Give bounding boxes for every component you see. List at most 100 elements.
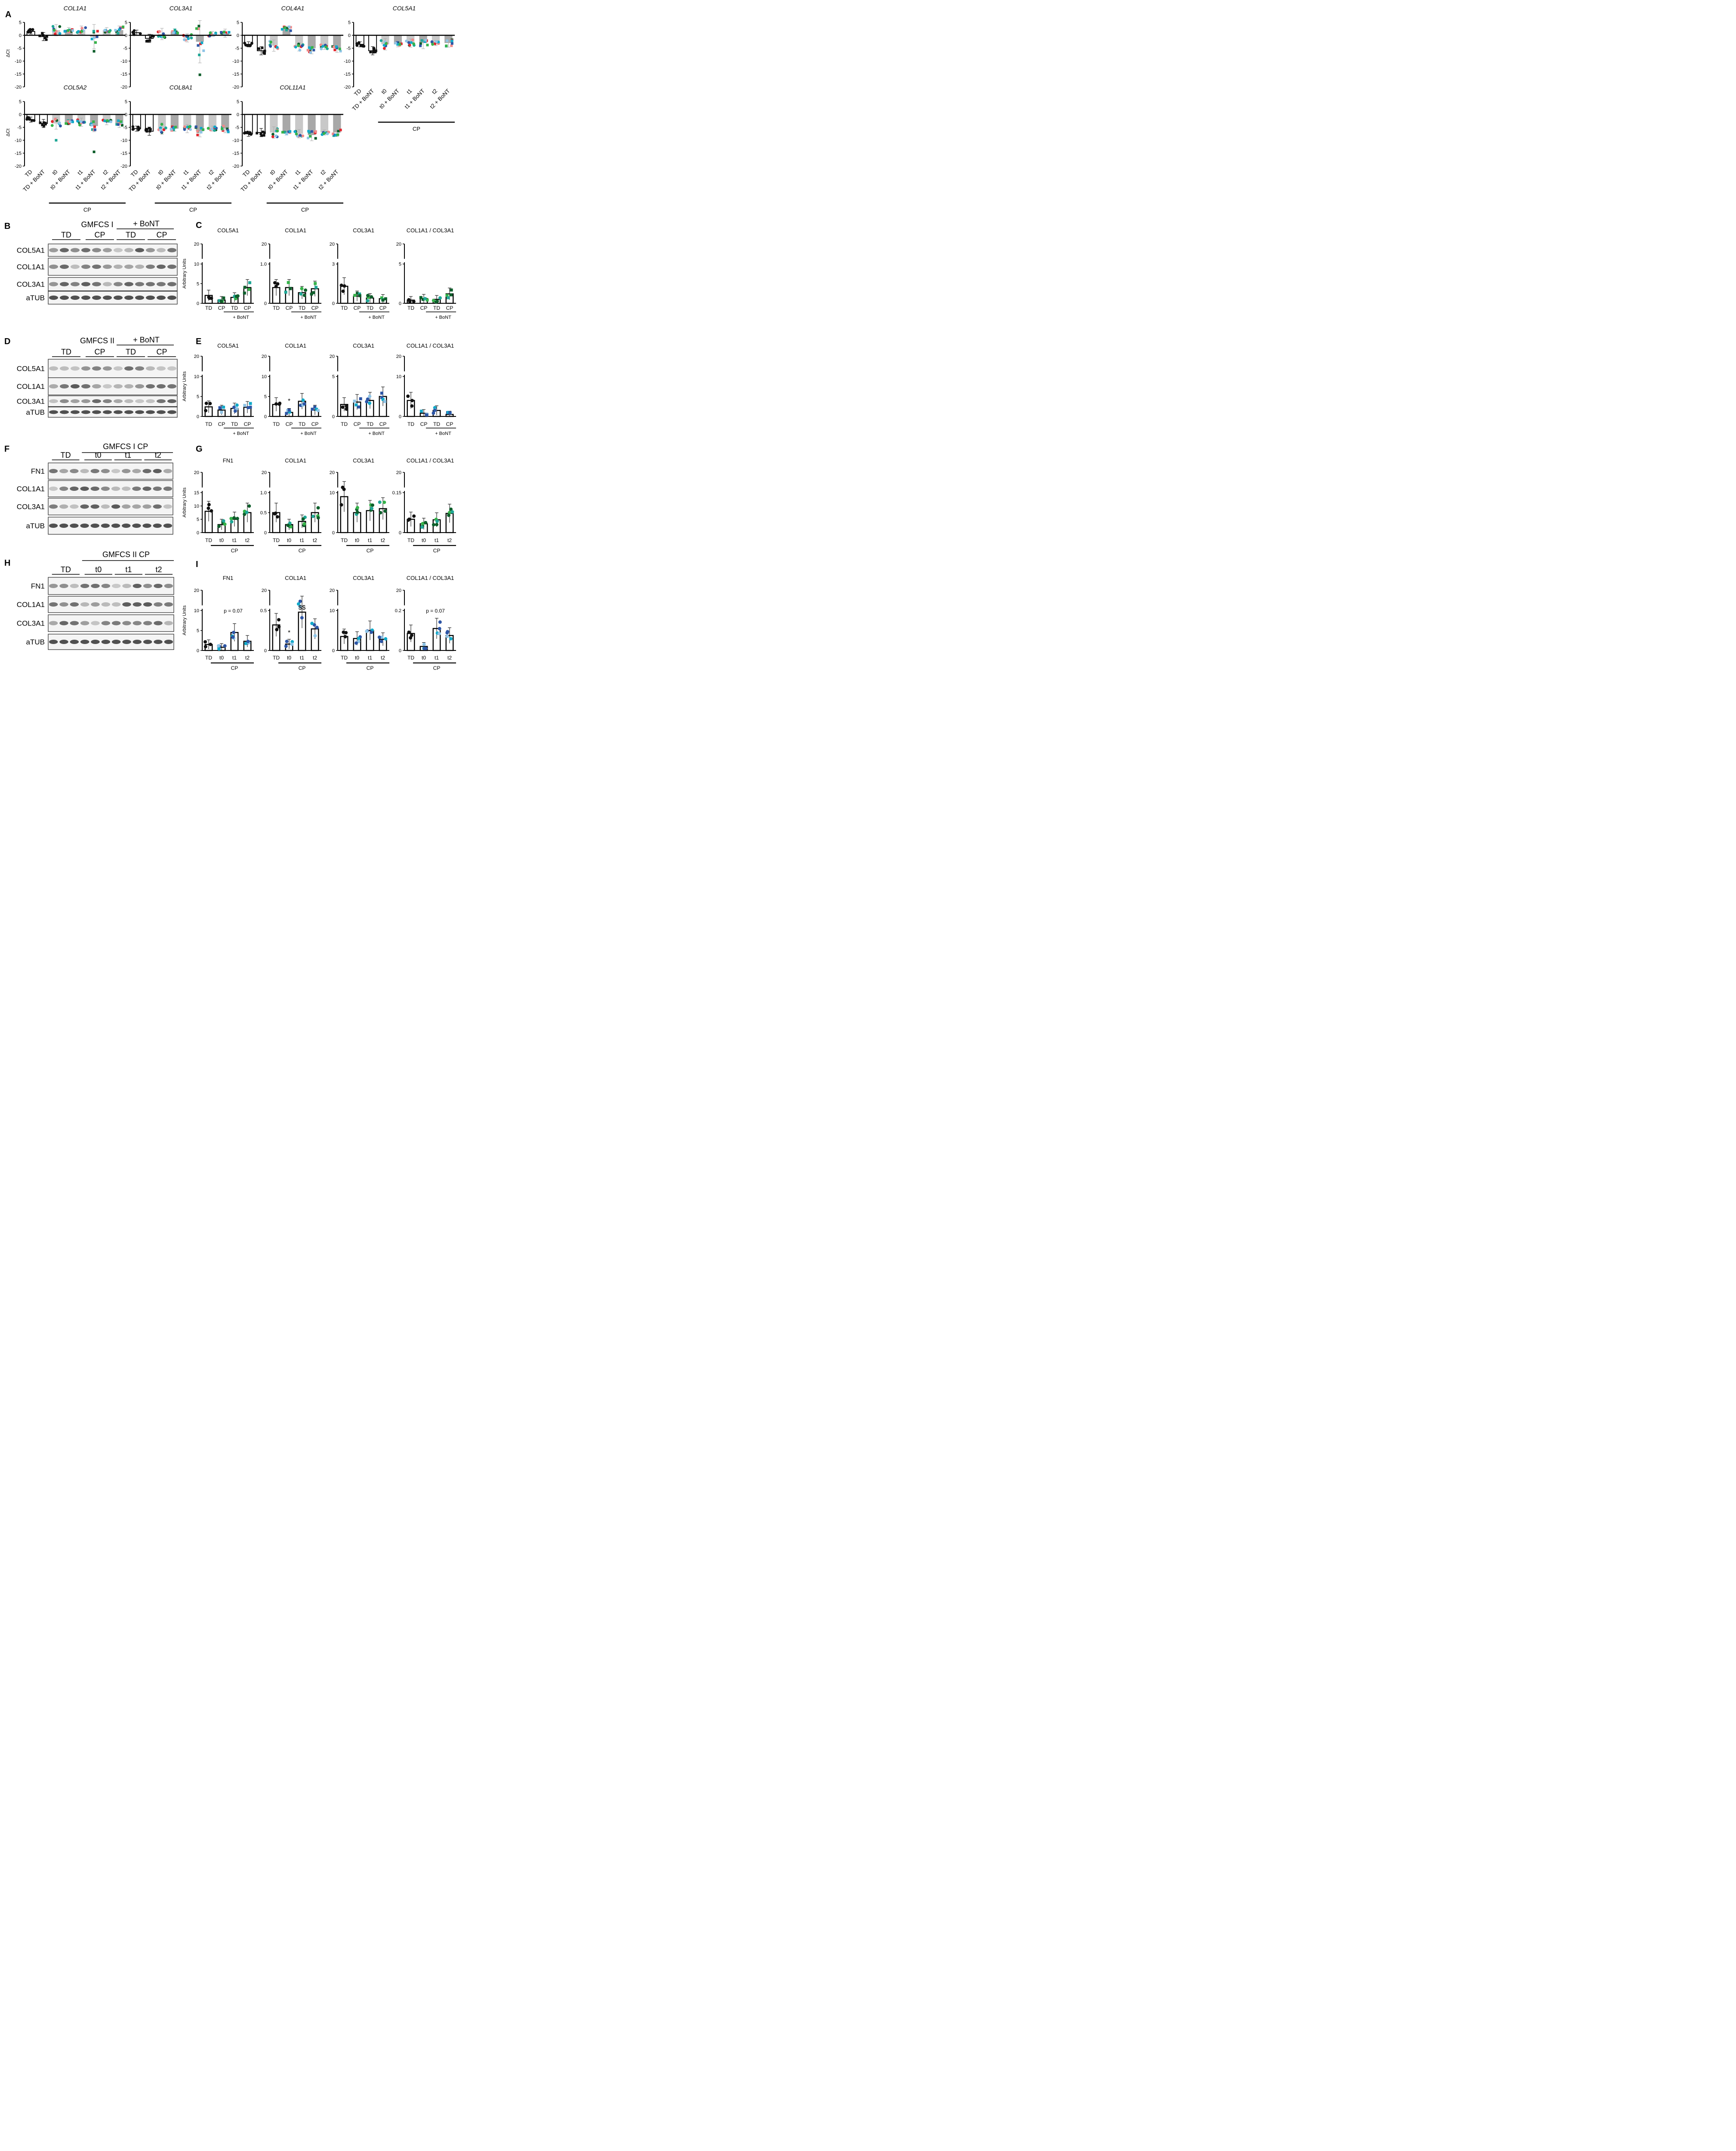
bont-label: + BoNT: [435, 431, 451, 436]
bar: [333, 114, 341, 133]
data-point: [197, 25, 200, 28]
band: [91, 640, 100, 644]
quant-chart: COL1A1 / COL3A1 20 0 10 TD CP TD CP + BoNT: [396, 342, 456, 436]
band: [49, 296, 58, 300]
y-tick-label: 20: [330, 588, 335, 593]
data-point: [284, 644, 288, 648]
data-point: [398, 43, 401, 46]
data-point: [355, 403, 358, 407]
blot-membrane: [48, 277, 178, 291]
y-tick-label: 20: [262, 470, 267, 475]
bar: [282, 114, 290, 133]
data-point: [190, 36, 193, 40]
x-tick-label: TD: [273, 421, 280, 427]
data-point: [407, 630, 411, 634]
data-point: [131, 125, 135, 128]
data-point: [273, 512, 277, 516]
data-point: [299, 292, 303, 296]
bar: [320, 35, 329, 47]
data-point: [426, 43, 429, 46]
data-point: [118, 122, 121, 125]
cp-label: CP: [367, 548, 374, 554]
data-point: [273, 281, 277, 285]
y-axis-label: ΔCt: [6, 129, 11, 136]
data-point: [271, 135, 274, 139]
panel-letter-a: A: [5, 10, 11, 19]
y-tick-label: 0.5: [260, 511, 267, 516]
band: [70, 487, 79, 491]
data-point: [285, 133, 288, 136]
data-point: [68, 28, 71, 31]
band: [80, 621, 89, 626]
x-tick-label: t0: [422, 655, 426, 661]
data-point: [164, 126, 167, 129]
band: [124, 296, 133, 300]
band: [135, 384, 144, 388]
data-point: [210, 127, 213, 131]
data-point: [249, 402, 252, 405]
band: [80, 469, 89, 473]
data-point: [220, 31, 223, 34]
data-point: [108, 30, 111, 34]
bar: [183, 114, 191, 129]
band: [135, 282, 144, 287]
band: [49, 524, 58, 528]
data-point: [405, 40, 408, 43]
band: [49, 410, 58, 414]
data-point: [450, 510, 454, 514]
y-tick-label: 20: [330, 470, 335, 475]
data-point: [309, 51, 312, 54]
x-tick-label: t2: [447, 655, 452, 661]
cp-label: CP: [433, 665, 441, 671]
data-point: [419, 296, 422, 299]
blot-membrane: [48, 291, 178, 305]
data-point: [450, 293, 453, 296]
data-point: [339, 49, 342, 52]
y-tick-label: 0: [197, 530, 199, 536]
data-point: [314, 130, 317, 133]
quant-chart: COL1A1 20 0 5 10 TD CP TD CP + BoNT *: [262, 342, 321, 436]
y-tick-label: 5: [332, 374, 335, 379]
data-point: [244, 131, 247, 134]
x-tick-label: CP: [244, 421, 251, 427]
band: [124, 366, 133, 371]
data-point: [435, 523, 439, 527]
x-tick-label: CP: [286, 305, 293, 311]
data-point: [197, 28, 200, 31]
blot-group-label: CP: [94, 231, 105, 239]
y-tick-label: 20: [194, 470, 199, 475]
data-point: [420, 525, 424, 529]
band: [101, 487, 110, 491]
band: [146, 282, 155, 287]
blot-group-label: TD: [126, 231, 136, 239]
data-point: [235, 403, 239, 407]
panel-letter: D: [4, 337, 10, 346]
band: [49, 265, 58, 269]
band: [164, 621, 173, 626]
data-point: [222, 406, 225, 409]
data-point: [438, 296, 442, 300]
data-point: [120, 124, 123, 127]
data-point: [243, 291, 246, 295]
band: [157, 265, 166, 269]
data-point: [162, 35, 166, 38]
data-point: [139, 32, 142, 35]
data-point: [355, 641, 358, 645]
data-point: [286, 27, 289, 30]
blot-title: GMFCS I: [81, 220, 114, 229]
blot-membrane: [48, 359, 178, 378]
band: [167, 410, 176, 414]
data-point: [197, 44, 200, 47]
quant-chart: COL3A1 20 0 10 TD t0 t1 t2 CP: [330, 457, 389, 554]
bar: [295, 114, 303, 134]
data-point: [435, 519, 439, 523]
band-label: FN1: [31, 467, 45, 475]
x-tick-label: t2: [431, 88, 438, 96]
data-point: [308, 46, 311, 49]
x-tick-label: t0: [287, 655, 291, 661]
data-point: [345, 404, 348, 408]
data-point: [71, 120, 74, 123]
band: [114, 248, 123, 253]
quantification-panels: C Arbitrary Units COL5A1 20 0 5 10 TD CP TD CP + Bo…: [182, 221, 456, 671]
data-point: [408, 300, 412, 304]
